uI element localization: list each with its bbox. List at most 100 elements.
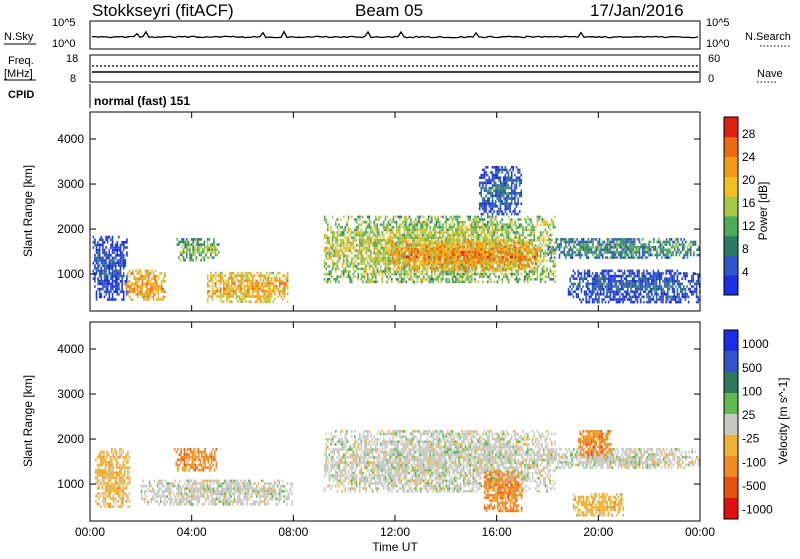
echo-cell xyxy=(510,256,512,259)
echo-cell xyxy=(589,301,591,304)
echo-cell xyxy=(373,242,375,245)
echo-cell xyxy=(109,280,111,283)
echo-cell xyxy=(472,243,474,246)
echo-cell xyxy=(457,243,459,246)
echo-cell xyxy=(101,262,103,265)
echo-cell xyxy=(189,249,191,252)
echo-cell xyxy=(460,281,462,284)
echo-cell xyxy=(455,278,457,281)
echo-cell xyxy=(440,246,442,249)
echo-cell xyxy=(161,290,163,293)
echo-cell xyxy=(449,273,451,276)
echo-cell xyxy=(624,283,626,286)
echo-cell xyxy=(401,266,403,269)
echo-cell xyxy=(543,265,545,268)
echo-cell xyxy=(105,257,107,260)
echo-cell xyxy=(212,293,214,296)
echo-cell xyxy=(529,261,531,264)
echo-cell xyxy=(348,260,350,263)
echo-cell xyxy=(378,231,380,234)
echo-cell xyxy=(416,248,418,251)
echo-cell xyxy=(148,272,150,275)
echo-cell xyxy=(512,251,514,254)
echo-cell xyxy=(479,236,481,239)
echo-cell xyxy=(261,287,263,290)
echo-cell xyxy=(492,248,494,251)
echo-cell xyxy=(335,268,337,271)
echo-cell xyxy=(618,238,620,241)
echo-cell xyxy=(637,298,639,301)
echo-cell xyxy=(367,249,369,252)
echo-cell xyxy=(442,278,444,281)
echo-cell xyxy=(627,293,629,296)
echo-cell xyxy=(120,244,122,247)
echo-cell xyxy=(273,290,275,293)
echo-cell xyxy=(398,264,400,267)
echo-cell xyxy=(628,241,630,244)
echo-cell xyxy=(146,296,148,299)
echo-cell xyxy=(648,249,650,252)
echo-cell xyxy=(244,280,246,283)
echo-cell xyxy=(460,266,462,269)
echo-cell xyxy=(488,266,490,269)
echo-cell xyxy=(589,275,591,278)
echo-cell xyxy=(663,246,665,249)
echo-cell xyxy=(621,249,623,252)
echo-cell xyxy=(461,234,463,237)
echo-cell xyxy=(420,231,422,234)
echo-cell xyxy=(438,246,440,249)
echo-cell xyxy=(217,274,219,277)
echo-cell xyxy=(104,272,106,275)
echo-cell xyxy=(491,253,493,256)
echo-cell xyxy=(540,255,542,258)
echo-cell xyxy=(213,274,215,277)
echo-cell xyxy=(608,285,610,288)
echo-cell xyxy=(138,293,140,296)
echo-cell xyxy=(465,256,467,259)
echo-cell xyxy=(110,290,112,293)
echo-cell xyxy=(359,252,361,255)
echo-cell xyxy=(422,266,424,269)
echo-cell xyxy=(120,246,122,249)
echo-cell xyxy=(425,253,427,256)
echo-cell xyxy=(441,231,443,234)
echo-cell xyxy=(445,278,447,281)
echo-cell xyxy=(619,290,621,293)
echo-cell xyxy=(253,274,255,277)
echo-cell xyxy=(472,256,474,259)
echo-cell xyxy=(611,290,613,293)
echo-cell xyxy=(380,236,382,239)
echo-cell xyxy=(526,266,528,269)
echo-cell xyxy=(626,254,628,257)
echo-cell xyxy=(115,264,117,267)
echo-cell xyxy=(329,270,331,273)
echo-cell xyxy=(611,288,613,291)
echo-cell xyxy=(96,267,98,270)
echo-cell xyxy=(385,273,387,276)
echo-cell xyxy=(640,243,642,246)
echo-cell xyxy=(399,273,401,276)
echo-cell xyxy=(351,281,353,284)
echo-cell xyxy=(477,223,479,226)
echo-cell xyxy=(401,223,403,226)
echo-cell xyxy=(154,280,156,283)
echo-cell xyxy=(343,244,345,247)
echo-cell xyxy=(596,238,598,241)
echo-cell xyxy=(565,241,567,244)
echo-cell xyxy=(121,257,123,260)
echo-cell xyxy=(645,251,647,254)
echo-cell xyxy=(508,236,510,239)
echo-cell xyxy=(393,246,395,249)
echo-cell xyxy=(481,246,483,249)
echo-cell xyxy=(329,273,331,276)
echo-cell xyxy=(516,229,518,232)
echo-cell xyxy=(618,251,620,254)
echo-cell xyxy=(463,273,465,276)
echo-cell xyxy=(218,280,220,283)
echo-cell xyxy=(411,266,413,269)
echo-cell xyxy=(664,249,666,252)
echo-cell xyxy=(486,243,488,246)
echo-cell xyxy=(417,266,419,269)
echo-cell xyxy=(669,256,671,259)
echo-cell xyxy=(335,255,337,258)
